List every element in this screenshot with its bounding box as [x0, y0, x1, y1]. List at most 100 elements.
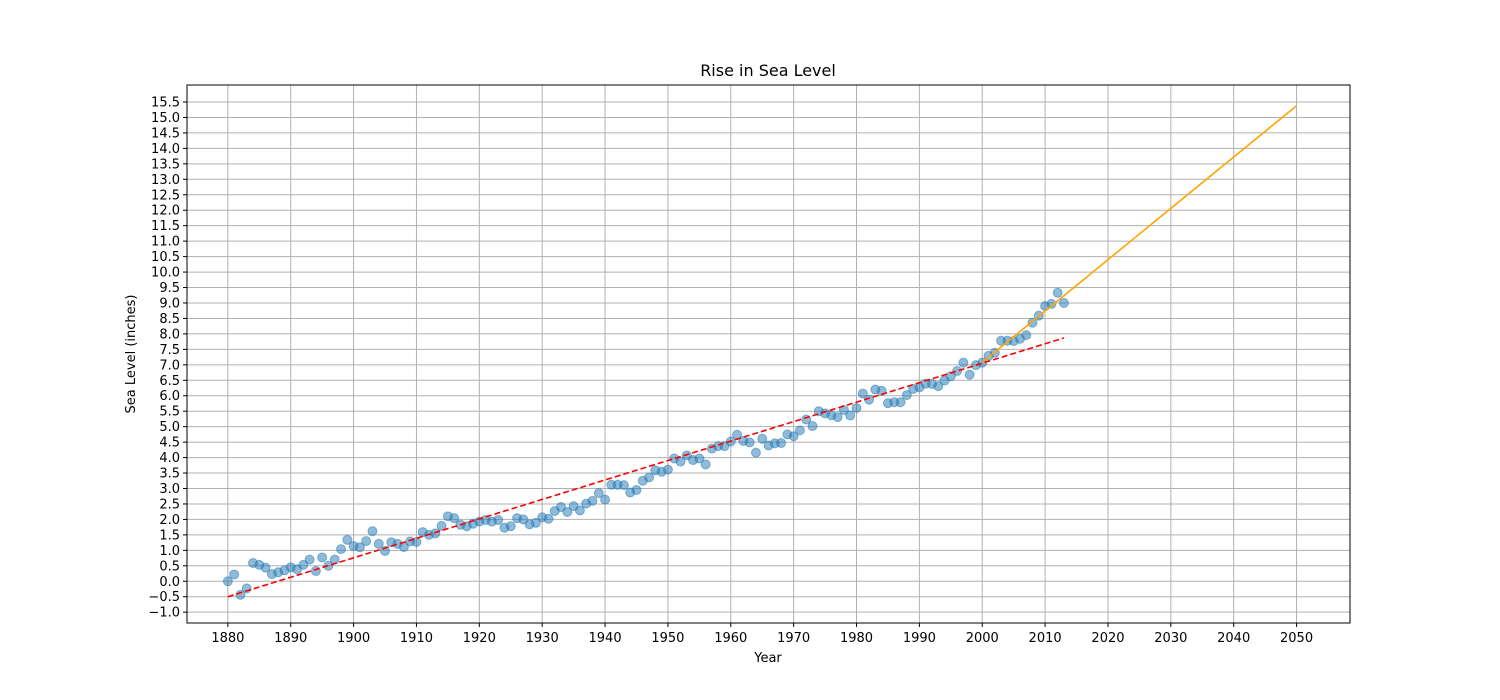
data-point [317, 552, 328, 563]
data-point [700, 459, 711, 470]
data-point [857, 388, 868, 399]
x-tick-label: 1950 [651, 631, 684, 646]
y-tick-label: 9.0 [159, 296, 180, 311]
data-point [788, 431, 799, 442]
grid [187, 85, 1350, 623]
y-tick-label: 9.5 [159, 281, 180, 296]
data-point [493, 515, 504, 526]
data-point [323, 560, 334, 571]
data-point [1046, 298, 1057, 309]
x-axis: 1880 1890 1900 1910 1920 1930 1940 1950 1960 1970… [211, 623, 1313, 646]
y-tick-label: 12.5 [151, 188, 180, 203]
data-point [373, 538, 384, 549]
data-point [336, 544, 347, 555]
data-point [845, 410, 856, 421]
chart-title: Rise in Sea Level [700, 61, 836, 80]
x-tick-label: 2050 [1280, 631, 1313, 646]
data-point [964, 369, 975, 380]
data-point [329, 554, 340, 565]
data-point [342, 534, 353, 545]
data-point [593, 488, 604, 499]
y-tick-label: 0.0 [159, 575, 180, 590]
y-tick-label: 1.5 [159, 528, 180, 543]
x-tick-label: 1990 [903, 631, 936, 646]
data-point [757, 433, 768, 444]
data-point [367, 526, 378, 537]
x-tick-label: 2030 [1154, 631, 1187, 646]
x-tick-label: 1880 [211, 631, 244, 646]
y-tick-label: 13.5 [151, 157, 180, 172]
data-point [260, 562, 271, 573]
y-tick-label: 10.0 [151, 266, 180, 281]
data-point [304, 554, 315, 565]
data-point [354, 542, 365, 553]
y-tick-label: 13.0 [151, 173, 180, 188]
data-point [631, 485, 642, 496]
y-tick-label: 15.5 [151, 96, 180, 111]
y-tick-label: 14.0 [151, 142, 180, 157]
data-point [794, 425, 805, 436]
data-point [644, 472, 655, 483]
data-point [1027, 317, 1038, 328]
data-point [543, 513, 554, 524]
data-point [933, 381, 944, 392]
data-point [618, 480, 629, 491]
x-tick-label: 1890 [274, 631, 307, 646]
data-point [776, 438, 787, 449]
x-tick-label: 2020 [1091, 631, 1124, 646]
plot-frame [186, 84, 1351, 624]
data-point [222, 576, 233, 587]
data-point [229, 569, 240, 580]
y-tick-label: 12.0 [151, 204, 180, 219]
y-tick-label: 15.0 [151, 111, 180, 126]
x-tick-label: 1960 [714, 631, 747, 646]
data-point [744, 437, 755, 448]
data-point [851, 403, 862, 414]
y-tick-label: 1.0 [159, 544, 180, 559]
data-point [958, 357, 969, 368]
y-tick-label: 4.5 [159, 436, 180, 451]
y-tick-label: 6.5 [159, 374, 180, 389]
y-tick-label: 11.0 [151, 235, 180, 250]
y-axis-title: Sea Level (inches) [124, 295, 139, 414]
x-tick-label: 1900 [337, 631, 370, 646]
data-point [436, 520, 447, 531]
y-tick-label: −0.5 [148, 590, 180, 605]
data-point [574, 505, 585, 516]
data-point [361, 536, 372, 547]
data-point [807, 421, 818, 432]
data-point [530, 517, 541, 528]
y-tick-label: 2.5 [159, 497, 180, 512]
data-point [562, 506, 573, 517]
data-point [750, 447, 761, 458]
x-tick-label: 1920 [463, 631, 496, 646]
fit-line-all-years [227, 337, 1065, 598]
data-point [901, 390, 912, 401]
data-point [952, 366, 963, 377]
y-tick-label: 3.0 [159, 482, 180, 497]
data-point [600, 494, 611, 505]
data-point [945, 371, 956, 382]
y-tick-label: 5.0 [159, 420, 180, 435]
y-axis: −1.0−0.50.00.51.01.52.02.53.03.54.04.55.… [148, 96, 187, 621]
y-tick-label: 5.5 [159, 405, 180, 420]
x-tick-label: 2040 [1217, 631, 1250, 646]
data-point [694, 453, 705, 464]
y-tick-label: 8.0 [159, 327, 180, 342]
data-point [838, 404, 849, 415]
y-tick-label: 7.0 [159, 358, 180, 373]
y-tick-label: 6.0 [159, 389, 180, 404]
data-point [1052, 287, 1063, 298]
y-tick-label: 8.5 [159, 312, 180, 327]
data-point [662, 464, 673, 475]
y-tick-label: −1.0 [148, 606, 180, 621]
x-tick-label: 1930 [526, 631, 559, 646]
y-tick-label: 0.5 [159, 559, 180, 574]
data-point [298, 559, 309, 570]
x-tick-label: 1980 [840, 631, 873, 646]
x-tick-label: 1940 [589, 631, 622, 646]
x-tick-label: 1970 [777, 631, 810, 646]
y-tick-label: 10.5 [151, 250, 180, 265]
y-tick-label: 7.5 [159, 343, 180, 358]
